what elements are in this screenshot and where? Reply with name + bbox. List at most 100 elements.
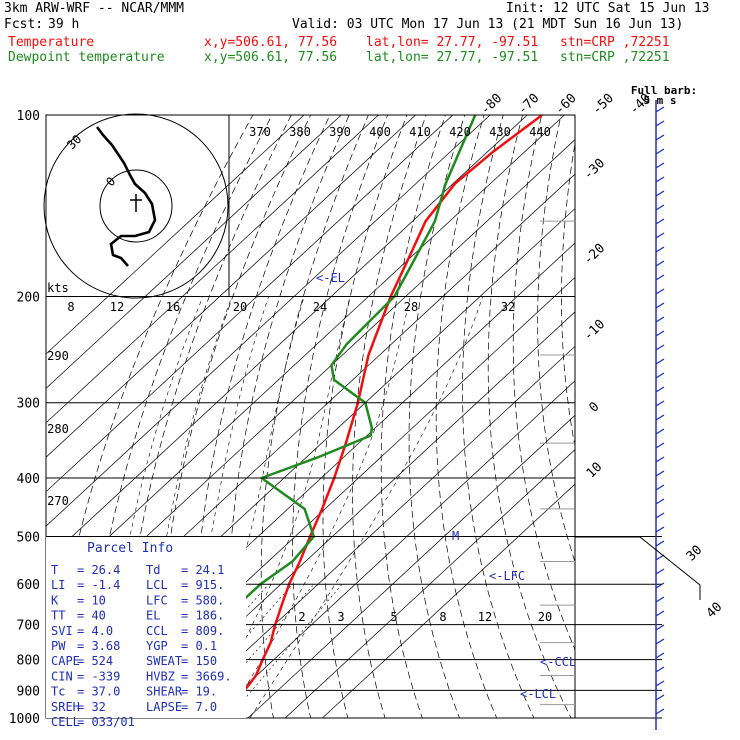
wind-barb <box>655 288 665 295</box>
dry-adiabat <box>608 115 740 731</box>
lcl-marker: <-LCL <box>520 687 556 701</box>
hodograph-center-cross <box>130 194 142 212</box>
mixing-ratio-label: 5 <box>390 610 397 624</box>
hodograph-speed-label: 24 <box>313 300 327 314</box>
parcel-info-value: = 37.0 <box>77 685 120 699</box>
dry-adiabat <box>462 115 535 718</box>
isotherm-line <box>46 115 528 562</box>
pressure-tick-label: 300 <box>17 397 40 412</box>
isotherm-line <box>46 115 565 596</box>
wind-barb <box>655 582 665 589</box>
parcel-info-key: SWEAT <box>146 654 182 668</box>
pressure-tick-label: 400 <box>17 472 40 487</box>
isotherm-label: -50 <box>590 91 617 118</box>
wind-barb <box>655 680 665 687</box>
parcel-info-key: CCL <box>146 624 168 638</box>
dry-adiabat <box>487 115 572 718</box>
hodograph-ring-inner <box>99 169 173 243</box>
isotherm-label: -80 <box>478 91 505 118</box>
wind-barb <box>655 106 665 113</box>
theta-e-label: 380 <box>289 125 311 139</box>
parcel-info-key: LFC <box>146 593 168 607</box>
isotherm-label: 30 <box>684 543 706 565</box>
theta-e-label: 370 <box>249 125 271 139</box>
wind-barb <box>655 120 665 127</box>
hodograph-ring-outer <box>43 113 229 299</box>
pressure-tick-label: 600 <box>17 578 40 593</box>
dry-adiabat <box>380 115 446 718</box>
parcel-info-key: CIN <box>51 669 73 683</box>
model-title: 3km ARW-WRF -- NCAR/MMM <box>4 1 185 16</box>
parcel-info-key: EL <box>146 609 160 623</box>
dry-adiabat <box>292 115 389 718</box>
wind-barb <box>655 708 665 715</box>
wind-barb <box>655 134 665 141</box>
forecast-label: Fcst: <box>4 17 44 32</box>
parcel-info-value: = 19. <box>181 685 217 699</box>
parcel-info-key: Tc <box>51 685 65 699</box>
parcel-info-value: = 580. <box>181 593 224 607</box>
parcel-info-key: K <box>51 593 59 607</box>
parcel-info-value: = 32 <box>77 700 106 714</box>
hodograph-speed-label: 12 <box>110 300 124 314</box>
isotherm-line <box>46 115 454 493</box>
mixing-ratio-label: 8 <box>439 610 446 624</box>
pressure-tick-label: 100 <box>17 109 40 124</box>
hodograph-speed-label: 16 <box>166 300 180 314</box>
moist-adiabat <box>226 296 411 718</box>
pressure-tick-label: 500 <box>17 530 40 545</box>
mixing-ratio-label: 2 <box>298 610 305 624</box>
isotherm-line <box>46 115 379 424</box>
legend-dewpoint-name: Dewpoint temperature <box>8 50 165 65</box>
legend-dewpoint-station: stn=CRP ,72251 <box>560 50 670 65</box>
theta-e-label: 410 <box>409 125 431 139</box>
wind-barb <box>655 694 665 701</box>
hodograph-ring-label: 30 <box>64 132 84 152</box>
isotherm-label: -30 <box>581 156 608 183</box>
mixing-ratio-label: 3 <box>337 610 344 624</box>
hodograph-speed-label: 20 <box>233 300 247 314</box>
pressure-tick-label: 200 <box>17 291 40 306</box>
parcel-info-value: = 524 <box>77 654 113 668</box>
el-marker: <-EL <box>316 271 345 285</box>
forecast-hours: 39 h <box>48 17 80 32</box>
wind-barb <box>655 596 665 603</box>
wind-barb <box>655 148 665 155</box>
wind-barb <box>655 414 665 421</box>
wind-barb <box>655 218 665 225</box>
barb-strip-border <box>575 536 701 600</box>
hodograph-speed-label: 32 <box>501 300 515 314</box>
wind-barb <box>655 624 665 631</box>
dry-adiabat <box>322 115 408 718</box>
parcel-info-value: = 0.1 <box>181 639 217 653</box>
wind-barb <box>655 484 665 491</box>
dry-adiabat <box>537 115 575 563</box>
wind-barb <box>655 442 665 449</box>
parcel-info-value: = 4.0 <box>77 624 113 638</box>
legend-dewpoint-xy: x,y=506.61, 77.56 <box>204 50 338 65</box>
mixing-ratio-label: 12 <box>478 610 492 624</box>
dry-adiabat <box>512 115 575 651</box>
parcel-info-key: LI <box>51 578 65 592</box>
parcel-info-key: LCL <box>146 578 168 592</box>
parcel-info-value: = 3669. <box>181 669 232 683</box>
wind-barb <box>655 610 665 617</box>
legend-temperature-name: Temperature <box>8 35 95 50</box>
theta-e-label: 400 <box>369 125 391 139</box>
parcel-info-key: SHEAR <box>146 685 183 699</box>
wind-barb <box>655 666 665 673</box>
isotherm-label: -60 <box>552 91 579 118</box>
wind-barb <box>655 246 665 253</box>
parcel-info-value: = 915. <box>181 578 224 592</box>
theta-label: 270 <box>47 494 69 508</box>
pressure-tick-label: 800 <box>17 654 40 669</box>
parcel-info-value: = 7.0 <box>181 700 217 714</box>
wind-barb <box>655 372 665 379</box>
valid-time: Valid: 03 UTC Mon 17 Jun 13 (21 MDT Sun … <box>292 17 684 32</box>
legend-temperature-xy: x,y=506.61, 77.56 <box>204 35 338 50</box>
wind-barb <box>655 162 665 169</box>
parcel-info-key: HVBZ <box>146 669 175 683</box>
dry-adiabat <box>435 115 498 718</box>
isotherm-line <box>46 115 416 458</box>
